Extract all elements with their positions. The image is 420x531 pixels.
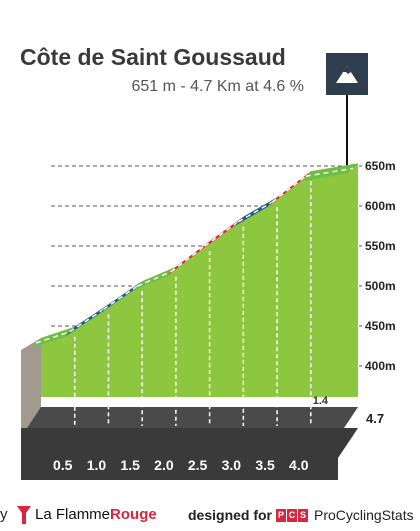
gradient-band-segment [31,326,75,348]
profile-area [41,163,358,397]
band-centerline [271,175,307,203]
pcs-letter: P [276,509,286,522]
brand-left: La Flamme [35,506,111,523]
km-marker-label: 1.5 [120,457,140,473]
pcs-letter: C [287,509,297,522]
gradient-label: 1.4 [313,395,329,407]
total-distance-label: 4.7 [366,411,384,426]
climb-subtitle: 651 m - 4.7 Km at 4.6 % [131,78,304,95]
procyclingstats-brand[interactable]: ProCyclingStats [314,507,414,523]
flamme-rouge-logo-icon [17,506,31,524]
band-centerline [170,245,206,273]
elevation-tick-label: 450m [365,319,396,333]
km-marker-label: 2.0 [154,457,174,473]
band-centerline [305,167,354,177]
km-marker-label: 3.5 [255,457,275,473]
elevation-tick-label: 400m [365,359,396,373]
elevation-tick-label: 500m [365,279,396,293]
elevation-profile-chart: 400m450m500m550m600m650m2.85.65.83.66.46… [21,159,396,480]
km-marker-label: 1.0 [87,457,107,473]
band-centerline [69,308,104,333]
pcs-logo-icon: P C S [276,509,308,522]
km-marker-label: 0.5 [53,457,73,473]
footer: y La FlammeRouge designed for P C S ProC… [0,501,420,531]
band-centerline [103,285,138,311]
band-centerline [35,331,70,344]
mountain-icon [326,53,368,95]
gradient-band-segment [300,163,358,182]
band-centerline [204,221,239,247]
km-marker-label: 2.5 [188,457,208,473]
designed-for-label: designed for [188,507,273,523]
elevation-tick-label: 600m [365,199,396,213]
start-wall [21,338,41,437]
pcs-letter: S [298,509,308,522]
climb-title: Côte de Saint Goussaud [20,44,286,70]
footer-prefix: y [0,506,8,523]
km-marker-label: 3.0 [222,457,242,473]
band-centerline [136,271,172,287]
band-centerline [237,201,273,223]
elevation-tick-label: 550m [365,239,396,253]
brand-right: Rouge [110,506,157,523]
base-bottom [21,448,338,480]
km-marker-label: 4.0 [289,457,309,473]
flamme-rouge-brand[interactable]: La FlammeRouge [35,506,157,523]
badge-pointer-line [346,95,348,167]
elevation-tick-label: 650m [365,159,396,173]
